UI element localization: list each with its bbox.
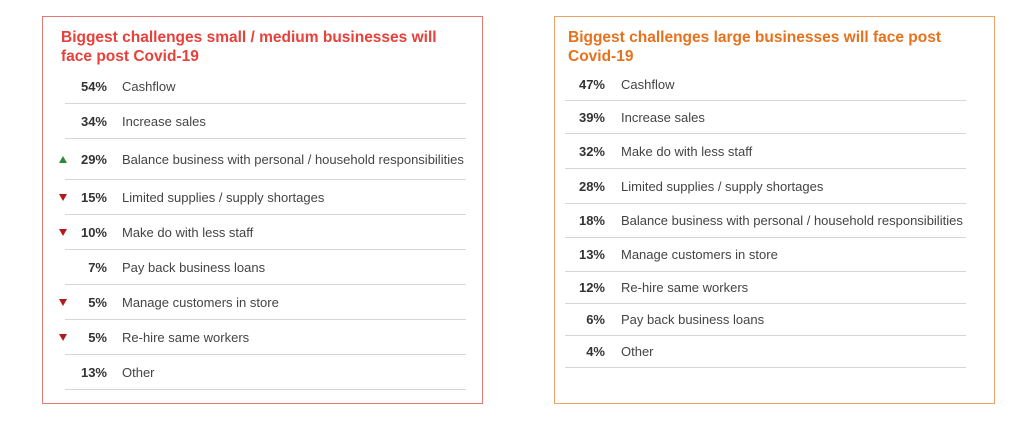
sme-row-label: Limited supplies / supply shortages xyxy=(122,190,325,205)
large-table-row: 39% Increase sales xyxy=(565,101,966,134)
large-row-percent: 28% xyxy=(578,179,605,194)
trend-down-icon xyxy=(59,229,67,236)
large-row-label: Make do with less staff xyxy=(621,144,753,159)
sme-row-percent: 15% xyxy=(80,190,107,205)
large-row-label: Balance business with personal / househo… xyxy=(621,213,963,228)
sme-table-row: 13% Other xyxy=(65,355,466,390)
trend-down-icon xyxy=(59,299,67,306)
large-row-percent: 47% xyxy=(578,77,605,92)
sme-row-percent: 5% xyxy=(88,330,107,345)
sme-challenges-panel: Biggest challenges small / medium busine… xyxy=(42,16,483,404)
large-table-row: 47% Cashflow xyxy=(565,69,966,101)
large-table-row: 4% Other xyxy=(565,336,966,368)
large-row-percent: 39% xyxy=(578,110,605,125)
large-row-percent: 6% xyxy=(586,312,605,327)
sme-row-percent: 34% xyxy=(80,114,107,129)
sme-row-label: Manage customers in store xyxy=(122,295,279,310)
large-row-percent: 4% xyxy=(586,344,605,359)
large-panel-title: Biggest challenges large businesses will… xyxy=(568,29,941,65)
large-row-percent: 13% xyxy=(578,247,605,262)
trend-down-icon xyxy=(59,194,67,201)
large-row-label: Pay back business loans xyxy=(621,312,765,327)
sme-row-label: Pay back business loans xyxy=(122,260,266,275)
sme-row-label: Increase sales xyxy=(122,114,206,129)
large-row-label: Other xyxy=(621,344,654,359)
sme-row-label: Re-hire same workers xyxy=(122,330,250,345)
sme-row-label: Other xyxy=(122,365,155,380)
sme-row-percent: 13% xyxy=(80,365,107,380)
sme-row-percent: 5% xyxy=(88,295,107,310)
large-row-label: Re-hire same workers xyxy=(621,280,749,295)
sme-table-row: 34% Increase sales xyxy=(65,104,466,139)
large-row-label: Manage customers in store xyxy=(621,247,778,262)
sme-table-row: 5% Re-hire same workers xyxy=(59,320,466,355)
large-row-percent: 12% xyxy=(578,280,605,295)
large-table-row: 18% Balance business with personal / hous… xyxy=(565,204,966,238)
large-table-row: 28% Limited supplies / supply shortages xyxy=(565,169,966,204)
large-row-label: Increase sales xyxy=(621,110,705,125)
large-row-percent: 18% xyxy=(578,213,605,228)
trend-up-icon xyxy=(59,156,67,163)
large-row-label: Cashflow xyxy=(621,77,675,92)
trend-down-icon xyxy=(59,334,67,341)
large-table-row: 13% Manage customers in store xyxy=(565,238,966,272)
sme-table-row: 29% Balance business with personal / hous… xyxy=(59,139,466,180)
large-row-percent: 32% xyxy=(578,144,605,159)
sme-table-row: 5% Manage customers in store xyxy=(59,285,466,320)
sme-row-label: Cashflow xyxy=(122,79,176,94)
large-challenges-panel: Biggest challenges large businesses will… xyxy=(554,16,995,404)
sme-row-label: Make do with less staff xyxy=(122,225,254,240)
large-table-row: 6% Pay back business loans xyxy=(565,304,966,336)
sme-table-row: 7% Pay back business loans xyxy=(65,250,466,285)
sme-row-percent: 29% xyxy=(80,152,107,167)
sme-row-percent: 10% xyxy=(80,225,107,240)
sme-table-row: 54% Cashflow xyxy=(65,69,466,104)
sme-row-percent: 54% xyxy=(80,79,107,94)
large-table-row: 32% Make do with less staff xyxy=(565,134,966,169)
sme-table-row: 10% Make do with less staff xyxy=(59,215,466,250)
large-table-row: 12% Re-hire same workers xyxy=(565,272,966,304)
sme-row-percent: 7% xyxy=(88,260,107,275)
sme-panel-title: Biggest challenges small / medium busine… xyxy=(61,29,437,65)
large-row-label: Limited supplies / supply shortages xyxy=(621,179,824,194)
sme-table-row: 15% Limited supplies / supply shortages xyxy=(59,180,466,215)
sme-row-label: Balance business with personal / househo… xyxy=(122,152,464,167)
